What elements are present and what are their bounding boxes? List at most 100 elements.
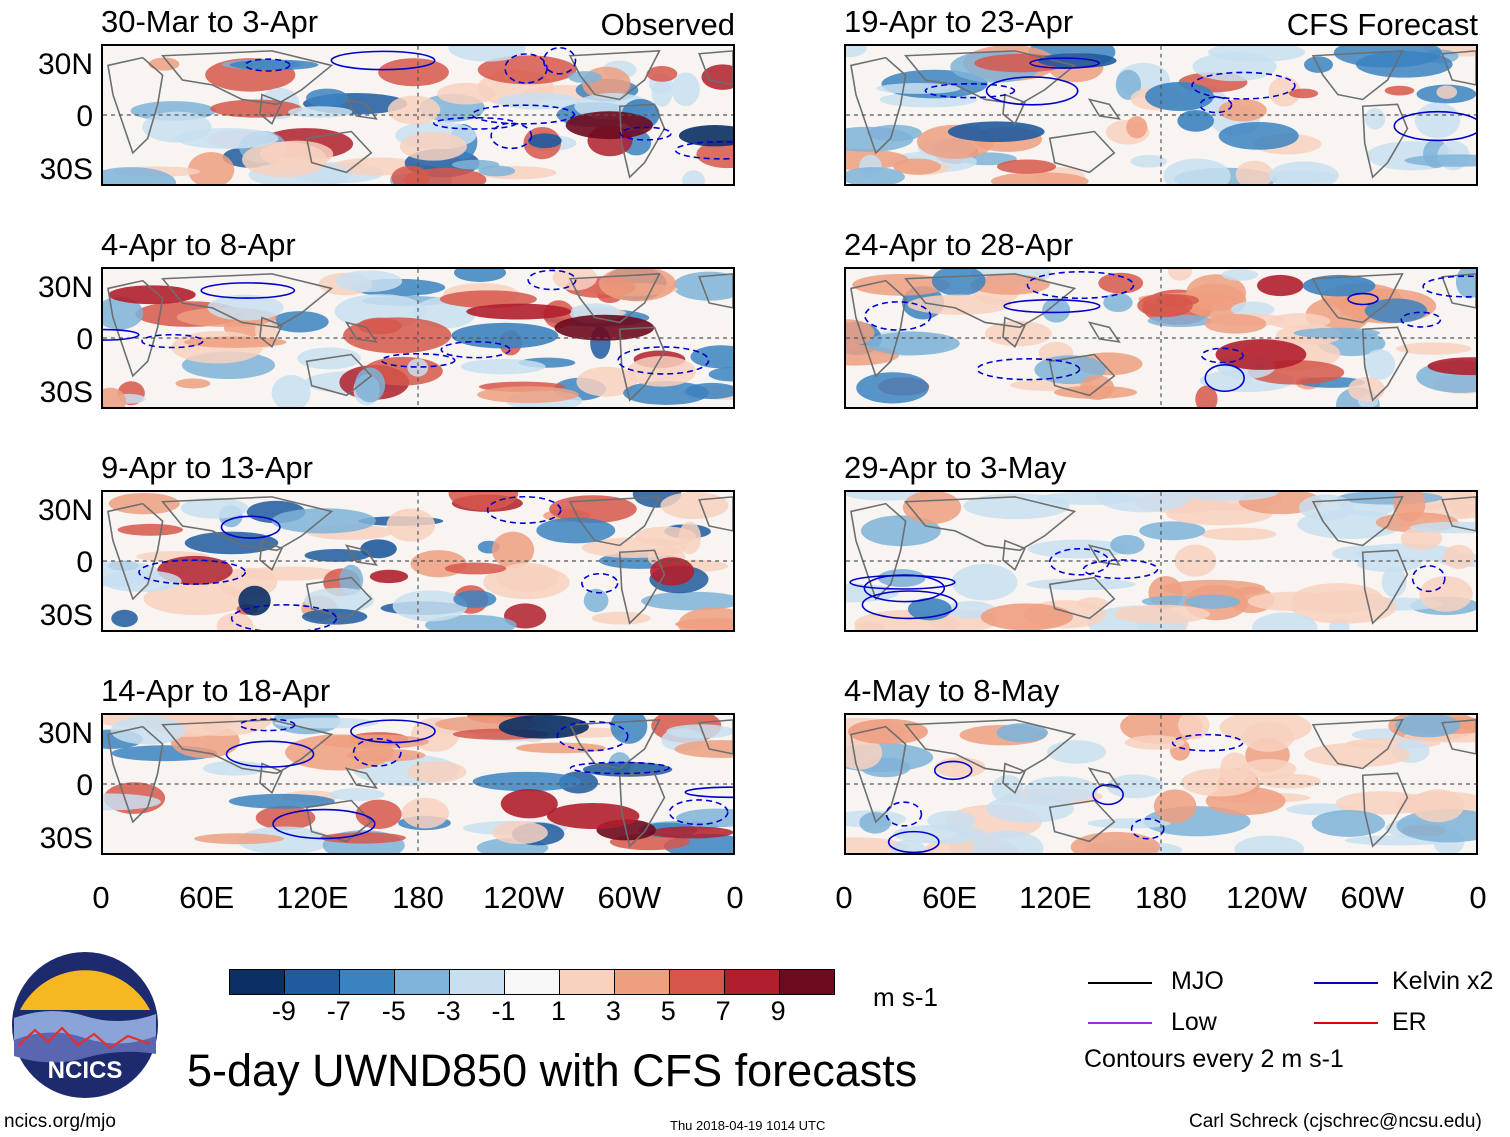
anomaly-blob — [1364, 108, 1386, 130]
kelvin-contour — [220, 515, 281, 539]
kelvin-contour — [1200, 347, 1244, 364]
land-outline — [259, 539, 283, 571]
anomaly-blob — [304, 549, 370, 562]
colorbar-tick-label: 1 — [550, 996, 566, 1026]
kelvin-contour — [490, 122, 533, 150]
x-tick-label: 0 — [92, 880, 110, 915]
land-outline — [344, 544, 378, 566]
anomaly-core — [1215, 339, 1307, 370]
anomaly-blob — [1174, 544, 1217, 577]
anomaly-blob — [387, 95, 441, 125]
anomaly-blob — [861, 515, 941, 547]
x-tick-label: 120W — [1226, 880, 1308, 915]
panel-title: 29-Apr to 3-May — [844, 450, 1067, 485]
anomaly-core — [1038, 53, 1117, 69]
legend-line — [1314, 1022, 1378, 1024]
anomaly-blob — [696, 140, 733, 169]
panel-title: 30-Mar to 3-Apr — [101, 4, 319, 39]
anomaly-core — [947, 121, 1045, 143]
x-tick-label: 60E — [179, 880, 235, 915]
anomaly-blob — [242, 141, 328, 178]
land-outline — [618, 103, 666, 179]
colorbar-tick-label: 5 — [660, 996, 676, 1026]
kelvin-contour — [1092, 784, 1124, 806]
anomaly-blob — [1163, 158, 1231, 184]
kelvin-contour — [1411, 565, 1446, 593]
land-outline — [904, 496, 1077, 552]
land-outline — [259, 93, 283, 125]
anomaly-blob — [453, 269, 507, 283]
anomaly-blob — [448, 492, 519, 511]
x-tick-label: 0 — [1469, 880, 1487, 915]
kelvin-contour — [674, 140, 733, 160]
anomaly-blob — [437, 82, 496, 105]
anomaly-core — [546, 802, 640, 829]
anomaly-blob — [846, 492, 928, 501]
anomaly-blob — [1332, 545, 1397, 562]
anomaly-blob — [963, 493, 1070, 520]
anomaly-blob — [708, 367, 733, 382]
kelvin-contour — [556, 720, 629, 752]
anomaly-blob — [996, 159, 1057, 174]
x-tick-label: 120W — [483, 880, 565, 915]
map-field — [103, 492, 733, 630]
anomaly-core — [1177, 110, 1214, 132]
kelvin-contour — [1171, 733, 1244, 752]
map-panel — [844, 44, 1478, 186]
anomaly-blob — [229, 59, 319, 71]
panel-title: 19-Apr to 23-Apr — [844, 4, 1074, 39]
colorbar-swatch — [614, 970, 669, 994]
kelvin-contour — [1191, 71, 1296, 100]
y-tick-label: 30S — [39, 376, 93, 409]
anomaly-blob — [271, 311, 329, 333]
anomaly-blob — [187, 152, 235, 184]
kelvin-contour — [985, 76, 1079, 106]
map-panel — [101, 713, 735, 855]
anomaly-core — [678, 125, 733, 147]
map-field — [846, 715, 1476, 853]
anomaly-blob — [1381, 566, 1407, 598]
kelvin-contour — [1026, 271, 1135, 300]
anomaly-blob — [203, 760, 267, 776]
anomaly-blob — [1400, 526, 1443, 551]
kelvin-contour — [380, 352, 456, 368]
x-tick-label: 0 — [726, 880, 744, 915]
anomaly-blob — [492, 821, 548, 845]
colorbar-tick-label: -7 — [326, 996, 351, 1026]
anomaly-blob — [1252, 612, 1318, 630]
colorbar-tick-label: -5 — [381, 996, 406, 1026]
land-outline — [568, 50, 661, 101]
anomaly-blob — [1110, 535, 1145, 555]
anomaly-blob — [984, 320, 1052, 347]
anomaly-core — [1256, 274, 1304, 297]
logo-text: NCICS — [48, 1057, 123, 1084]
land-outline — [305, 353, 373, 397]
land-outline — [850, 279, 907, 378]
anomaly-blob — [496, 562, 559, 593]
anomaly-blob — [1161, 579, 1266, 597]
kelvin-contour — [569, 761, 670, 775]
anomaly-blob — [856, 372, 929, 404]
anomaly-core — [369, 569, 409, 584]
anomaly-blob — [345, 748, 426, 762]
x-tick-label: 180 — [1135, 880, 1187, 915]
footer-timestamp: Thu 2018-04-19 1014 UTC — [670, 1118, 826, 1133]
y-tick-label: 30S — [39, 599, 93, 632]
anomaly-blob — [685, 382, 733, 400]
anomaly-blob — [194, 833, 284, 845]
anomaly-core — [1185, 594, 1240, 609]
anomaly-blob — [1179, 492, 1279, 501]
anomaly-blob — [274, 717, 379, 729]
anomaly-blob — [1258, 773, 1322, 789]
y-tick-label: 0 — [76, 546, 93, 579]
anomaly-blob — [852, 273, 951, 296]
kelvin-contour — [1130, 818, 1165, 840]
land-outline — [1087, 321, 1121, 343]
kelvin-contour — [239, 718, 296, 732]
anomaly-blob — [1106, 774, 1164, 799]
anomaly-blob — [846, 46, 867, 58]
map-panel — [101, 267, 735, 409]
kelvin-contour — [976, 358, 1081, 381]
anomaly-blob — [610, 715, 648, 744]
anomaly-blob — [1333, 46, 1442, 68]
